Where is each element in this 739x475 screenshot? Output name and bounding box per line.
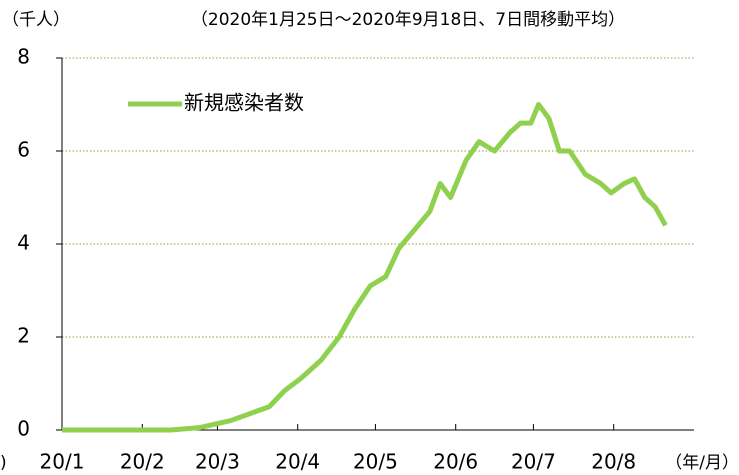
left-fragment: ) [0,453,7,473]
x-tick-label: 20/5 [353,450,398,474]
y-tick-label: 8 [17,45,30,69]
x-tick-label: 20/8 [591,450,636,474]
x-tick-label: 20/2 [120,450,165,474]
subtitle: （2020年1月25日～2020年9月18日、7日間移動平均） [191,10,625,30]
y-tick-label: 6 [17,138,30,162]
line [62,102,668,433]
x-tick-label: 20/6 [433,450,478,474]
x-unit-label: （年/月） [665,453,739,473]
legend-label: 新規感染者数 [184,91,304,115]
y-tick-label: 0 [17,417,30,441]
y-tick-label: 2 [17,324,30,348]
y-tick-label: 4 [17,231,30,255]
x-tick-label: 20/7 [511,450,556,474]
x-tick-label: 20/1 [40,450,85,474]
x-tick-label: 20/4 [275,450,320,474]
x-tick-label: 20/3 [195,450,240,474]
y-unit-label: （千人） [2,10,70,30]
